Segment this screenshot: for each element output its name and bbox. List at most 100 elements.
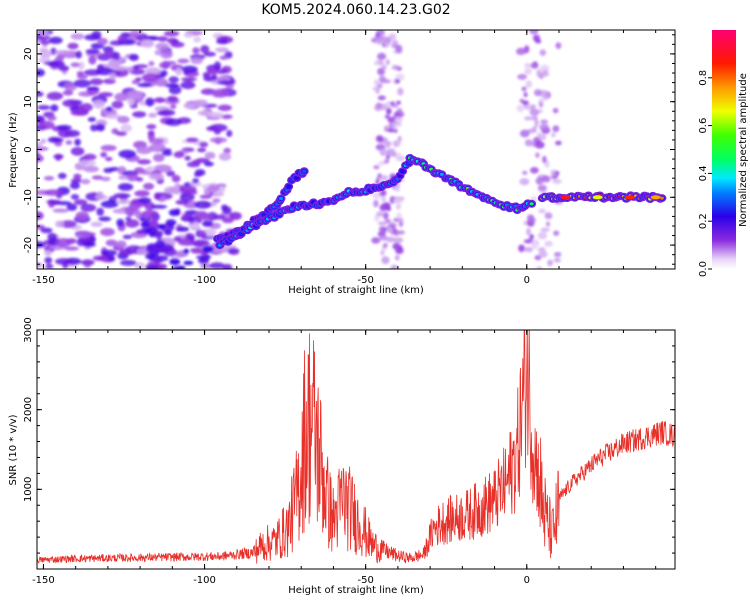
colorbar-tick-label: 0.2 xyxy=(698,213,709,229)
noise-blob xyxy=(193,36,201,43)
noise-blob xyxy=(215,47,229,53)
noise-blob xyxy=(73,173,82,180)
noise-blob xyxy=(156,111,171,116)
noise-blob xyxy=(70,110,89,116)
noise-blob xyxy=(222,263,233,269)
noise-blob xyxy=(536,266,542,269)
noise-blob xyxy=(550,169,556,176)
ridge-hotspot xyxy=(592,195,603,200)
noise-blob xyxy=(102,46,114,53)
noise-blob xyxy=(219,55,229,60)
noise-blob xyxy=(134,190,150,197)
noise-blob xyxy=(553,230,560,236)
noise-blob xyxy=(531,242,538,250)
noise-blob xyxy=(74,138,81,146)
noise-blob xyxy=(137,82,153,88)
noise-blob xyxy=(58,172,67,179)
noise-blob xyxy=(218,152,232,161)
noise-blob xyxy=(376,35,385,42)
noise-blob xyxy=(148,219,158,225)
noise-blob xyxy=(136,177,144,182)
noise-blob xyxy=(373,165,380,170)
noise-blob xyxy=(97,53,112,61)
colorbar-label: Normalized spectral amplitude xyxy=(738,73,749,227)
ridge-core xyxy=(302,169,307,173)
noise-blob xyxy=(47,115,57,121)
noise-blob xyxy=(377,161,386,166)
noise-blob xyxy=(385,236,396,243)
noise-blob xyxy=(150,204,168,209)
noise-blob xyxy=(82,241,96,248)
noise-blob xyxy=(223,147,231,154)
noise-blob xyxy=(210,201,217,207)
noise-blob xyxy=(516,47,526,56)
noise-blob xyxy=(541,175,551,183)
noise-blob xyxy=(70,194,80,200)
noise-blob xyxy=(183,32,194,38)
noise-blob xyxy=(397,87,404,96)
noise-blob xyxy=(168,209,180,217)
noise-blob xyxy=(183,260,194,266)
noise-blob xyxy=(395,152,402,160)
noise-blob xyxy=(182,214,190,219)
noise-blob xyxy=(62,90,74,96)
noise-blob xyxy=(204,161,214,167)
x-tick-label: 0 xyxy=(524,275,530,286)
noise-blob xyxy=(154,78,168,87)
noise-blob xyxy=(37,68,45,77)
y-tick-label: 1000 xyxy=(23,477,34,502)
noise-blob xyxy=(80,203,97,212)
noise-blob xyxy=(98,92,114,98)
noise-blob xyxy=(386,226,394,234)
noise-blob xyxy=(171,174,181,183)
noise-blob xyxy=(55,258,73,265)
noise-blob xyxy=(539,72,550,77)
noise-blob xyxy=(397,121,402,127)
noise-blob xyxy=(539,49,547,56)
noise-blob xyxy=(37,262,43,268)
noise-blob xyxy=(193,172,203,177)
noise-blob xyxy=(377,95,386,101)
noise-blob xyxy=(127,98,135,106)
noise-blob xyxy=(135,210,143,219)
noise-blob xyxy=(383,242,388,249)
noise-blob xyxy=(200,88,216,95)
noise-blob xyxy=(100,144,117,152)
noise-blob xyxy=(76,71,85,76)
noise-blob xyxy=(170,41,185,48)
noise-blob xyxy=(54,50,72,55)
noise-blob xyxy=(378,177,384,183)
noise-blob xyxy=(180,81,196,90)
noise-blob xyxy=(523,239,533,244)
noise-blob xyxy=(379,148,388,156)
noise-blob xyxy=(518,244,525,253)
noise-blob xyxy=(555,42,562,49)
noise-blob xyxy=(393,231,399,236)
noise-blob xyxy=(375,135,384,143)
noise-blob xyxy=(381,196,387,202)
noise-blob xyxy=(385,141,392,146)
snr-content xyxy=(37,330,675,564)
noise-blob xyxy=(37,91,44,97)
noise-blob xyxy=(89,78,104,86)
noise-blob xyxy=(181,65,198,74)
colorbar-tick-label: 0.0 xyxy=(698,261,709,277)
noise-blob xyxy=(149,233,157,238)
noise-blob xyxy=(69,181,81,190)
noise-blob xyxy=(138,197,152,204)
noise-blob xyxy=(522,100,529,106)
noise-blob xyxy=(203,51,216,57)
noise-blob xyxy=(135,77,142,82)
noise-blob xyxy=(75,231,91,239)
noise-blob xyxy=(529,109,540,116)
noise-blob xyxy=(140,221,151,228)
noise-blob xyxy=(193,100,209,107)
noise-blob xyxy=(109,51,118,60)
y-tick-label: 20 xyxy=(23,48,34,61)
noise-blob xyxy=(88,55,97,65)
noise-blob xyxy=(540,119,549,124)
noise-blob xyxy=(524,116,533,121)
noise-blob xyxy=(184,155,191,161)
noise-blob xyxy=(539,64,550,73)
noise-blob xyxy=(167,95,178,103)
